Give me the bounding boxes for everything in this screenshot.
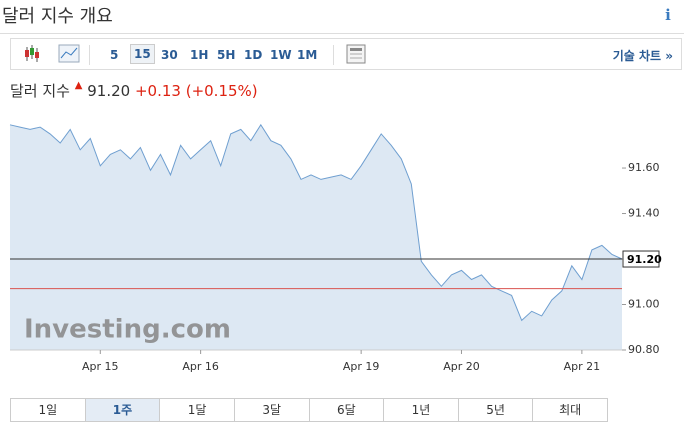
interval-button[interactable]: 5	[110, 48, 119, 62]
line	[9, 123, 623, 322]
quote-change: +0.13	[134, 82, 181, 100]
interval-button[interactable]: 1W	[270, 48, 292, 62]
range-button[interactable]: 3달	[235, 399, 310, 421]
title: 달러 지수 개요	[2, 6, 113, 27]
range-button[interactable]: 1년	[384, 399, 459, 421]
interval-button[interactable]: 5H	[217, 48, 236, 62]
interval-button[interactable]: 1M	[297, 48, 318, 62]
range-button[interactable]: 1주	[85, 399, 161, 421]
separator	[333, 45, 334, 65]
range-button[interactable]: 최대	[559, 403, 582, 417]
x-tick-label: Apr 19	[343, 360, 380, 373]
quote-price: 91.20	[87, 82, 131, 100]
range-button[interactable]: 1달	[160, 399, 235, 421]
toolbar: 기술 차트 » 5 15 30 1H 5H 1D 1W 1M	[10, 38, 682, 70]
current-price-label: 91.20	[627, 253, 662, 266]
up-arrow: ▲	[74, 80, 83, 91]
area	[10, 124, 622, 350]
interval-button[interactable]: 1H	[190, 48, 209, 62]
info-icon[interactable]: i	[665, 6, 671, 24]
separator	[89, 45, 90, 65]
y-tick-label: 91.00	[628, 298, 660, 311]
x-tick-label: Apr 21	[564, 360, 601, 373]
interval-button[interactable]: 30	[161, 48, 178, 62]
x-tick-label: Apr 20	[443, 360, 480, 373]
range-button[interactable]: 1일	[11, 399, 86, 421]
quote-change-pct: (+0.15%)	[185, 82, 258, 100]
x-tick-label: Apr 16	[182, 360, 219, 373]
chart-type-icons[interactable]	[23, 39, 83, 69]
technical-chart-link[interactable]: 기술 차트 »	[612, 49, 673, 63]
interval-button[interactable]: 1D	[244, 48, 263, 62]
quote-name: 달러 지수	[10, 82, 70, 100]
x-tick-label: Apr 15	[82, 360, 119, 373]
y-tick-label: 91.40	[628, 207, 660, 220]
settings-icon[interactable]	[346, 44, 368, 66]
chart: Investing.com90.8091.0091.2091.4091.6091…	[9, 123, 662, 373]
watermark: Investing.com	[24, 315, 231, 345]
y-tick-label: 91.60	[628, 161, 660, 174]
current-price-box	[622, 250, 660, 268]
interval-button[interactable]: 15	[130, 44, 155, 64]
range-button[interactable]: 5년	[459, 399, 534, 421]
range-selector: 1일 1주 1달 3달 6달 1년 5년 최대	[10, 398, 608, 422]
range-button[interactable]: 6달	[310, 399, 385, 421]
divider	[0, 33, 684, 34]
y-tick-label: 90.80	[628, 343, 660, 356]
quote: 달러 지수 ▲ 91.20 +0.13 (+0.15%)	[10, 80, 258, 101]
